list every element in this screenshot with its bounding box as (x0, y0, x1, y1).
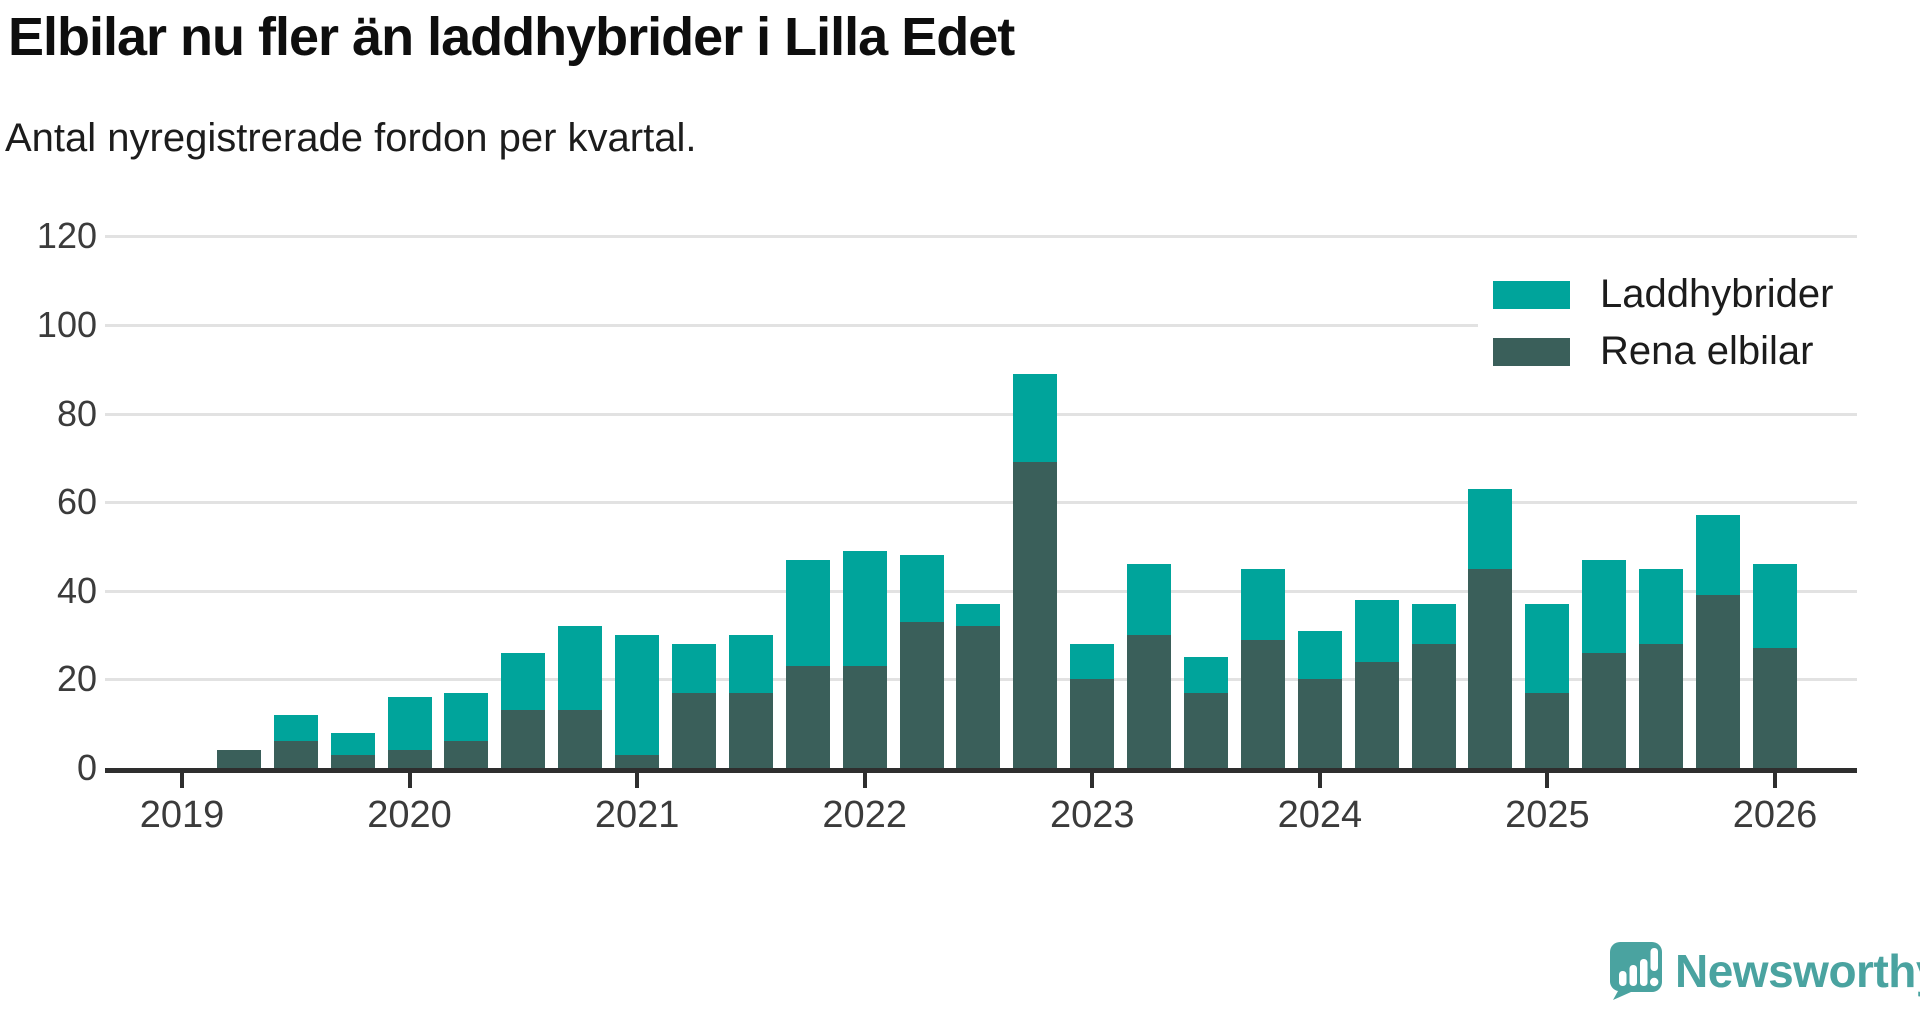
bar-2023-q2-rena-elbilar[interactable] (1127, 635, 1172, 768)
legend-item-rena-elbilar[interactable]: Rena elbilar (1493, 328, 1858, 375)
bar-2023-q4-rena-elbilar[interactable] (1240, 639, 1285, 768)
y-axis-tick-label: 80 (56, 392, 97, 434)
legend-swatch-laddhybrider (1493, 280, 1570, 309)
legend-label-rena-elbilar: Rena elbilar (1600, 329, 1814, 373)
bar-2022-q3-laddhybrider[interactable] (956, 604, 1001, 627)
bar-2023-q1-rena-elbilar[interactable] (1070, 679, 1115, 768)
bar-2025-q1-rena-elbilar[interactable] (1525, 692, 1570, 768)
bar-2020-q2-rena-elbilar[interactable] (444, 741, 489, 768)
bar-2023-q4-laddhybrider[interactable] (1240, 568, 1285, 640)
x-axis-tick (1772, 773, 1777, 788)
x-axis-tick (1317, 773, 1322, 788)
x-axis-tick-label: 2022 (822, 794, 907, 836)
gridline-y-40 (105, 589, 1857, 593)
bar-2024-q1-rena-elbilar[interactable] (1297, 679, 1342, 768)
bar-2019-q4-laddhybrider[interactable] (330, 732, 375, 755)
bar-2024-q4-rena-elbilar[interactable] (1468, 568, 1513, 768)
bar-2025-q1-laddhybrider[interactable] (1525, 604, 1570, 693)
x-axis-tick-label: 2024 (1277, 794, 1363, 836)
legend-item-laddhybrider[interactable]: Laddhybrider (1493, 271, 1858, 318)
bar-2021-q3-laddhybrider[interactable] (728, 635, 773, 693)
bar-2025-q3-rena-elbilar[interactable] (1639, 643, 1684, 768)
bar-2024-q1-laddhybrider[interactable] (1297, 630, 1342, 680)
bar-2024-q2-rena-elbilar[interactable] (1354, 661, 1399, 768)
y-axis-tick-label: 60 (56, 481, 97, 523)
bar-2025-q4-laddhybrider[interactable] (1696, 515, 1741, 596)
bar-2025-q3-laddhybrider[interactable] (1639, 568, 1684, 644)
newsworthy-logo-icon (1610, 942, 1662, 1000)
x-axis-tick (407, 773, 412, 788)
bar-2022-q2-laddhybrider[interactable] (899, 555, 944, 622)
bar-2021-q4-laddhybrider[interactable] (785, 559, 830, 667)
bar-2025-q2-laddhybrider[interactable] (1582, 559, 1627, 653)
bar-2022-q3-rena-elbilar[interactable] (956, 626, 1001, 768)
legend: Laddhybrider Rena elbilar (1478, 258, 1858, 388)
bar-2024-q3-laddhybrider[interactable] (1411, 604, 1456, 644)
bar-2026-q1-rena-elbilar[interactable] (1752, 648, 1797, 768)
y-axis-tick-label: 20 (56, 658, 97, 700)
x-axis-tick (1545, 773, 1550, 788)
bar-2019-q2-rena-elbilar[interactable] (216, 750, 261, 768)
bar-2021-q1-rena-elbilar[interactable] (615, 754, 660, 768)
bar-2024-q2-laddhybrider[interactable] (1354, 599, 1399, 662)
y-axis-tick-label: 40 (56, 569, 97, 611)
gridline-y-100 (105, 324, 1857, 327)
bar-2020-q4-laddhybrider[interactable] (558, 626, 603, 711)
x-axis-tick-label: 2023 (1049, 794, 1135, 836)
bar-2023-q3-laddhybrider[interactable] (1184, 657, 1229, 693)
x-axis-tick (180, 773, 184, 788)
bar-2025-q4-rena-elbilar[interactable] (1696, 595, 1741, 768)
y-axis-tick-label: 120 (36, 215, 97, 257)
bar-2022-q4-laddhybrider[interactable] (1013, 373, 1058, 463)
bar-2021-q2-rena-elbilar[interactable] (672, 692, 716, 768)
bar-2025-q2-rena-elbilar[interactable] (1582, 652, 1627, 768)
bar-2021-q1-laddhybrider[interactable] (615, 635, 660, 755)
bar-2023-q2-laddhybrider[interactable] (1127, 564, 1172, 636)
legend-label-laddhybrider: Laddhybrider (1600, 272, 1834, 316)
y-axis-tick-label: 0 (76, 747, 97, 788)
bar-2021-q4-rena-elbilar[interactable] (785, 666, 830, 768)
x-axis-tick (862, 773, 867, 788)
bar-2022-q1-rena-elbilar[interactable] (842, 666, 887, 768)
x-axis-tick-label: 2021 (594, 794, 680, 836)
bar-2024-q4-laddhybrider[interactable] (1468, 488, 1513, 569)
bar-2021-q2-laddhybrider[interactable] (672, 643, 716, 693)
bar-2026-q1-laddhybrider[interactable] (1752, 564, 1797, 649)
y-axis-tick-label: 100 (36, 304, 97, 345)
bar-2021-q3-rena-elbilar[interactable] (728, 692, 773, 768)
bar-2023-q3-rena-elbilar[interactable] (1184, 692, 1229, 768)
gridline-y-80 (105, 412, 1857, 416)
newsworthy-logo[interactable]: Newsworthy (1610, 938, 1920, 1004)
legend-swatch-rena-elbilar (1493, 337, 1570, 366)
bar-2020-q4-rena-elbilar[interactable] (558, 710, 603, 768)
bar-2023-q1-laddhybrider[interactable] (1070, 643, 1115, 680)
bar-2019-q4-rena-elbilar[interactable] (330, 754, 375, 768)
bar-2020-q2-laddhybrider[interactable] (444, 692, 489, 742)
x-axis-line (105, 768, 1857, 773)
bar-2020-q3-laddhybrider[interactable] (501, 652, 546, 711)
bar-2020-q3-rena-elbilar[interactable] (501, 710, 546, 768)
bar-2019-q3-rena-elbilar[interactable] (273, 741, 318, 768)
bar-2024-q3-rena-elbilar[interactable] (1411, 643, 1456, 768)
x-axis-tick-label: 2025 (1505, 794, 1590, 836)
bar-2022-q4-rena-elbilar[interactable] (1013, 462, 1058, 768)
x-axis-tick (1090, 773, 1095, 788)
page-subtitle: Antal nyregistrerade fordon per kvartal. (5, 116, 697, 160)
gridline-y-60 (105, 501, 1857, 505)
newsworthy-wordmark: Newsworthy (1675, 945, 1920, 997)
bar-2022-q2-rena-elbilar[interactable] (899, 621, 944, 768)
x-axis-tick-label: 2020 (367, 794, 452, 836)
bar-2019-q3-laddhybrider[interactable] (273, 714, 318, 742)
bar-2022-q1-laddhybrider[interactable] (842, 550, 887, 667)
gridline-y-120 (105, 235, 1857, 239)
bar-2020-q1-rena-elbilar[interactable] (387, 750, 432, 768)
x-axis-tick-label: 2026 (1732, 794, 1818, 836)
bar-2020-q1-laddhybrider[interactable] (387, 697, 432, 751)
x-axis-tick (635, 773, 640, 788)
x-axis-tick-label: 2019 (139, 794, 225, 836)
page-title: Elbilar nu fler än laddhybrider i Lilla … (8, 7, 1015, 67)
